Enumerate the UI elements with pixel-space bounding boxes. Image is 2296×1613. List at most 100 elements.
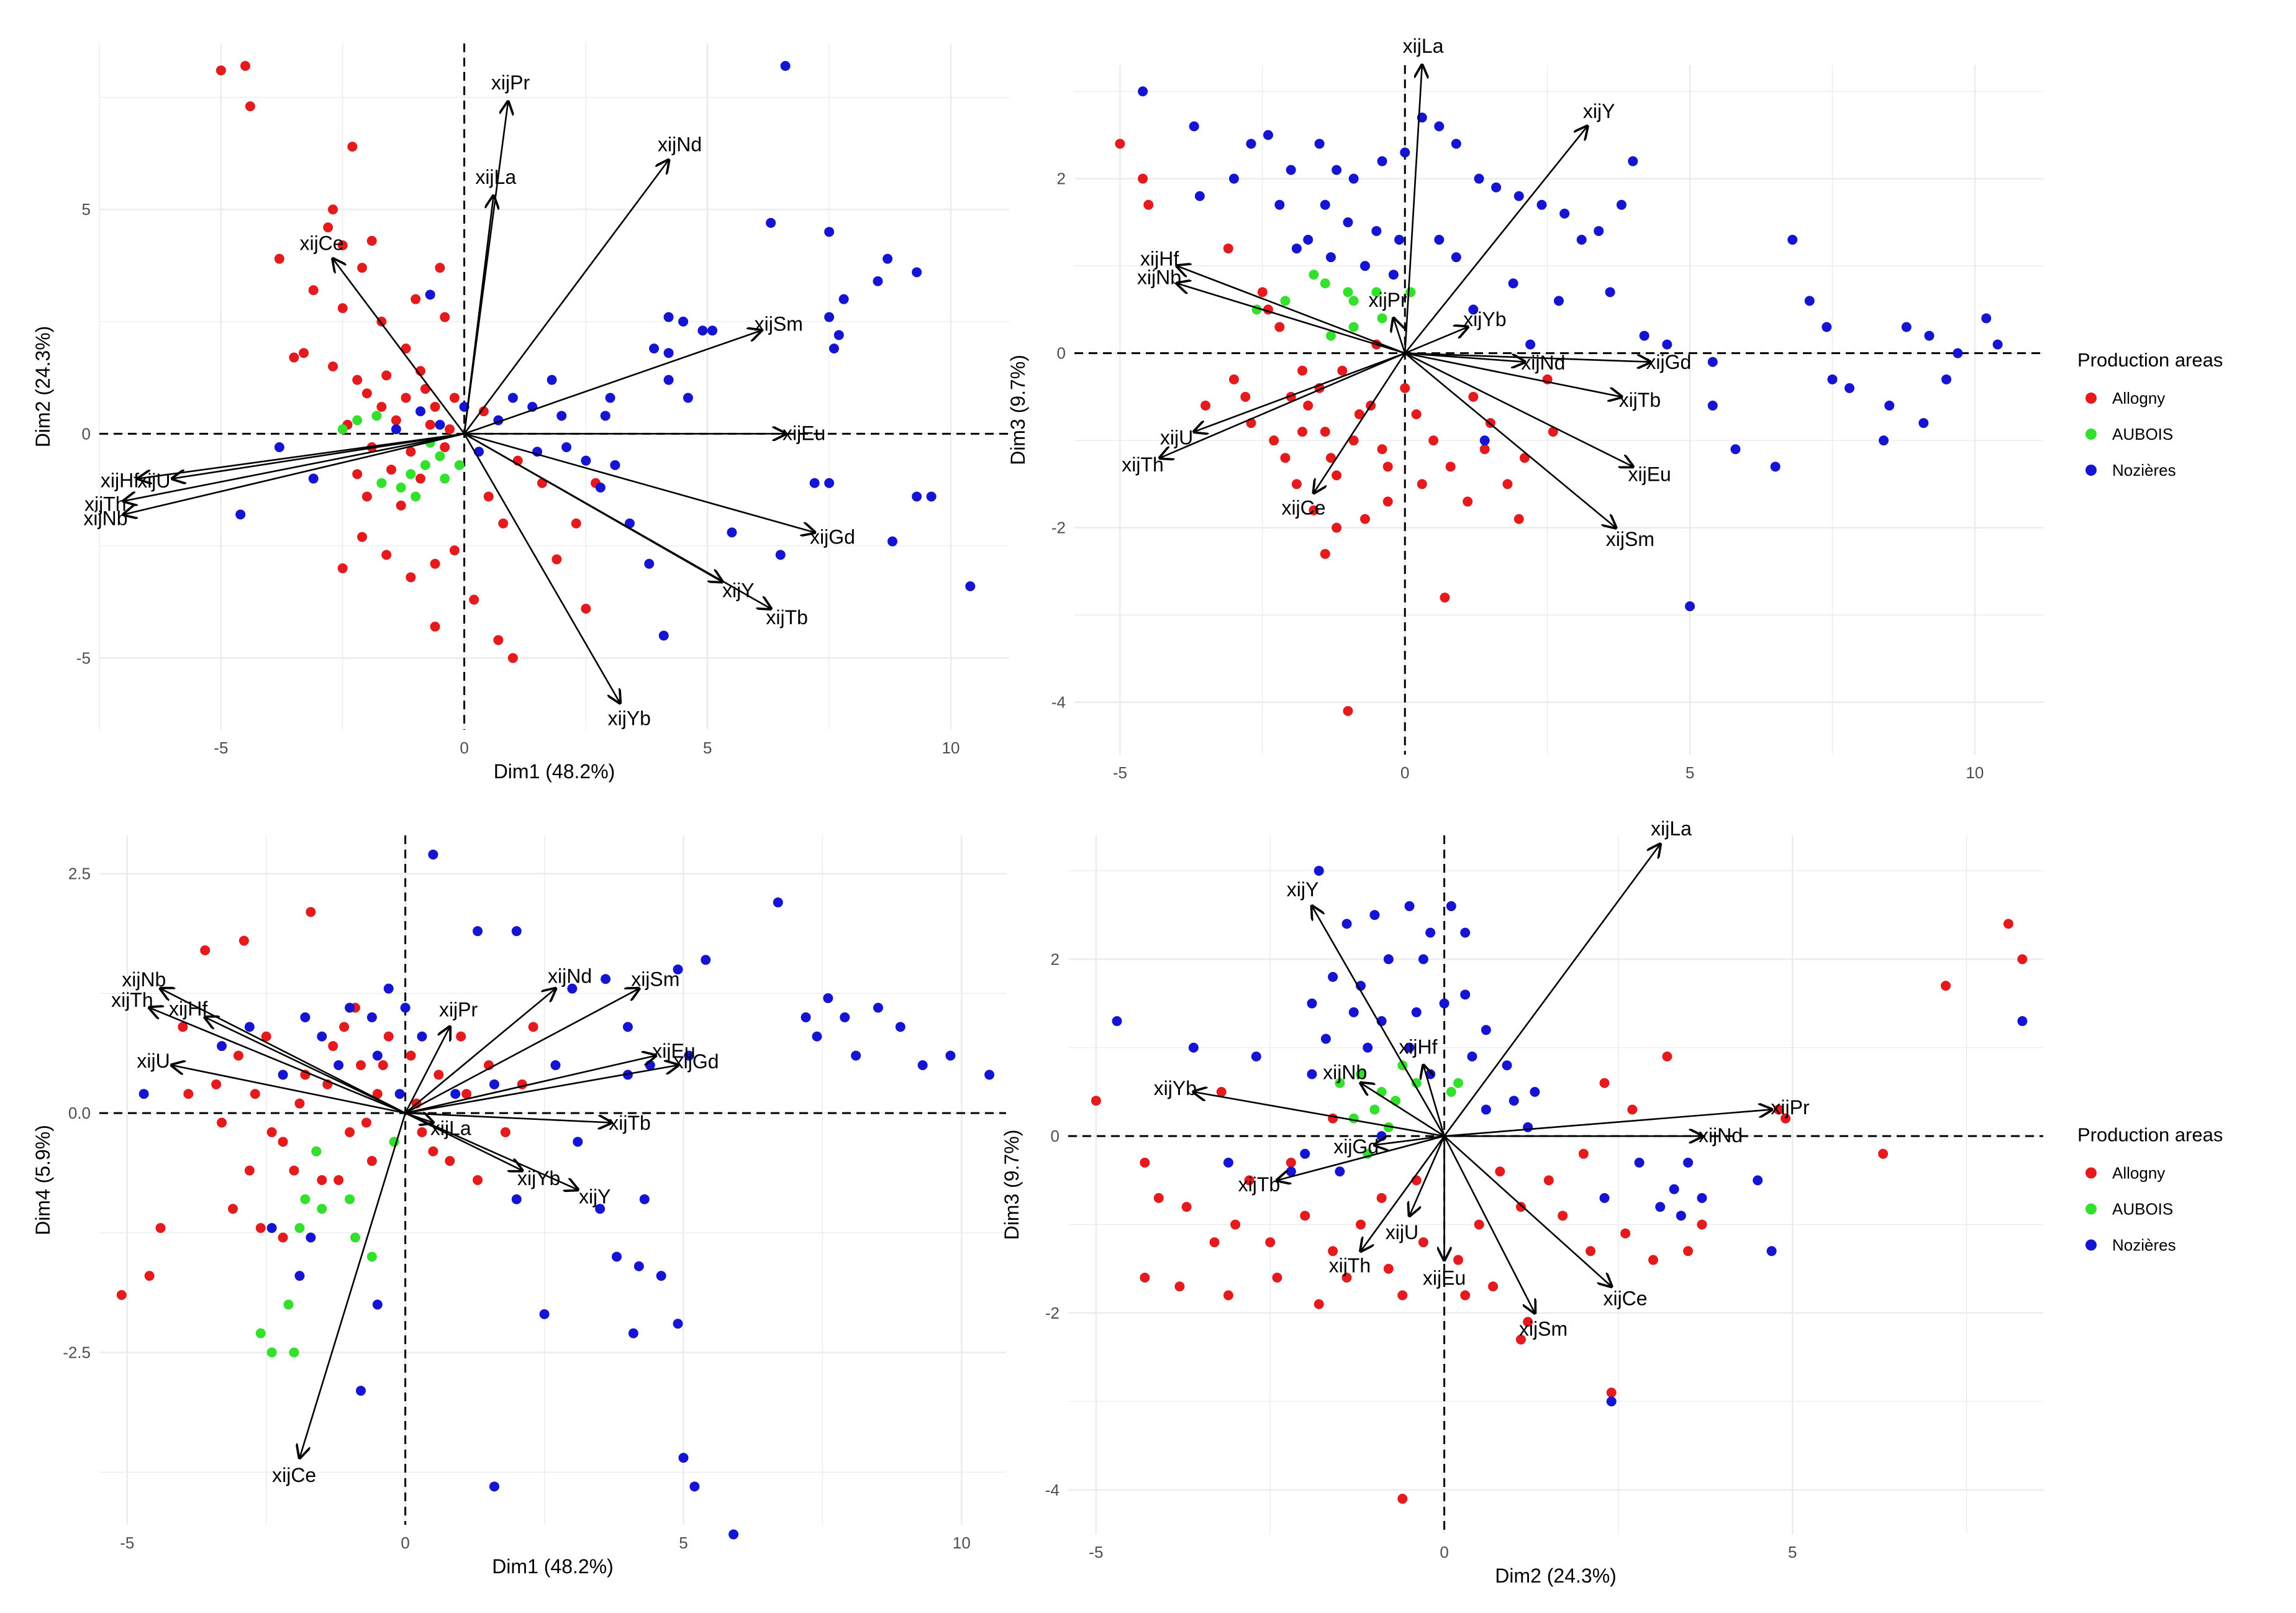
data-point-aubois bbox=[366, 1252, 377, 1262]
data-point-allogny bbox=[386, 465, 397, 475]
loading-arrow bbox=[1443, 1135, 1612, 1286]
loading-arrow bbox=[1361, 1135, 1445, 1251]
data-point-nozieres bbox=[372, 1050, 383, 1061]
y-tick-label: -4 bbox=[1045, 1481, 1060, 1499]
data-point-allogny bbox=[1941, 981, 1951, 991]
data-point-nozieres bbox=[883, 253, 893, 264]
data-point-allogny bbox=[440, 312, 450, 322]
data-point-allogny bbox=[1502, 479, 1513, 489]
data-point-nozieres bbox=[895, 1022, 905, 1032]
data-point-nozieres bbox=[306, 1232, 316, 1243]
data-point-allogny bbox=[1468, 391, 1479, 402]
data-point-nozieres bbox=[1559, 208, 1570, 219]
data-point-nozieres bbox=[1363, 1042, 1373, 1053]
data-point-allogny bbox=[1463, 496, 1473, 507]
data-point-nozieres bbox=[1460, 927, 1471, 938]
data-point-nozieres bbox=[417, 1031, 427, 1042]
data-point-nozieres bbox=[1845, 383, 1854, 393]
data-point-nozieres bbox=[400, 1002, 411, 1013]
data-point-nozieres bbox=[394, 1089, 405, 1099]
loading-label: xijGd bbox=[810, 525, 855, 548]
data-point-nozieres bbox=[1509, 1096, 1519, 1106]
data-point-nozieres bbox=[1446, 901, 1456, 911]
data-point-allogny bbox=[401, 393, 411, 403]
data-point-allogny bbox=[376, 402, 387, 412]
data-point-allogny bbox=[308, 285, 319, 296]
loading-arrow bbox=[1277, 1135, 1445, 1180]
data-point-allogny bbox=[178, 1022, 188, 1032]
data-point-allogny bbox=[406, 1050, 416, 1061]
data-point-allogny bbox=[1495, 1166, 1505, 1177]
data-point-allogny bbox=[581, 604, 591, 614]
x-tick-label: 5 bbox=[679, 1533, 687, 1552]
data-point-allogny bbox=[1418, 1237, 1428, 1248]
data-point-allogny bbox=[1697, 1219, 1707, 1230]
loading-arrow bbox=[1194, 352, 1405, 432]
data-point-nozieres bbox=[1451, 252, 1461, 263]
legend-swatch bbox=[2085, 1203, 2097, 1215]
data-point-nozieres bbox=[1753, 1175, 1763, 1186]
data-point-nozieres bbox=[728, 1529, 739, 1540]
y-tick-label: 5 bbox=[82, 200, 91, 219]
data-point-allogny bbox=[571, 518, 581, 529]
data-point-nozieres bbox=[507, 393, 518, 403]
data-point-allogny bbox=[250, 1089, 260, 1099]
data-point-nozieres bbox=[1325, 252, 1336, 263]
data-point-allogny bbox=[1662, 1052, 1672, 1062]
panel-dim1-dim4: -5 0 5 10 -2.5 0.0 2.5 Dim1 (48.2%) Dim4 (5.9%) x… bbox=[32, 835, 1006, 1578]
loading-label: xijYb bbox=[1463, 308, 1506, 330]
data-point-aubois bbox=[266, 1347, 277, 1358]
data-point-aubois bbox=[435, 451, 445, 461]
data-point-allogny bbox=[425, 419, 435, 430]
data-point-nozieres bbox=[600, 411, 610, 421]
data-point-nozieres bbox=[1303, 235, 1314, 245]
data-point-aubois bbox=[1335, 1078, 1345, 1088]
data-point-allogny bbox=[1216, 1086, 1227, 1097]
x-tick-label: 10 bbox=[1966, 763, 1984, 782]
data-point-nozieres bbox=[1481, 1025, 1491, 1035]
data-point-allogny bbox=[1648, 1255, 1658, 1265]
loading-arrow bbox=[1404, 65, 1422, 353]
data-point-nozieres bbox=[697, 325, 708, 336]
loading-arrow bbox=[463, 160, 669, 435]
loading-label: xijNb bbox=[122, 968, 166, 991]
data-point-allogny bbox=[1397, 1494, 1408, 1504]
loading-arrow bbox=[1443, 1135, 1535, 1313]
y-tick-label: -4 bbox=[1051, 693, 1066, 712]
loading-label: xijY bbox=[1287, 878, 1319, 901]
data-point-nozieres bbox=[673, 964, 683, 975]
loading-label: xijTb bbox=[766, 606, 808, 629]
data-point-allogny bbox=[507, 653, 518, 663]
loading-arrow bbox=[1410, 1135, 1445, 1215]
loading-arrow bbox=[124, 433, 465, 501]
data-point-nozieres bbox=[838, 294, 849, 304]
data-point-allogny bbox=[274, 253, 284, 264]
data-point-nozieres bbox=[1605, 287, 1615, 298]
data-point-nozieres bbox=[851, 1050, 861, 1061]
data-point-nozieres bbox=[1491, 182, 1502, 193]
data-point-allogny bbox=[500, 1127, 510, 1137]
data-point-nozieres bbox=[1468, 304, 1479, 315]
data-point-nozieres bbox=[1606, 1396, 1617, 1407]
loading-arrow bbox=[1404, 352, 1633, 467]
data-point-nozieres bbox=[1508, 278, 1518, 289]
data-point-allogny bbox=[449, 393, 460, 403]
loading-label: xijGd bbox=[1646, 351, 1691, 373]
data-point-aubois bbox=[1325, 330, 1336, 341]
data-point-nozieres bbox=[801, 1012, 811, 1022]
data-point-nozieres bbox=[727, 527, 737, 538]
data-point-nozieres bbox=[1291, 243, 1302, 254]
loading-label: xijLa bbox=[475, 166, 516, 188]
loading-label: xijTb bbox=[1238, 1173, 1281, 1196]
data-point-nozieres bbox=[633, 1261, 644, 1271]
data-point-nozieres bbox=[581, 455, 591, 466]
data-point-nozieres bbox=[684, 1050, 694, 1061]
data-point-allogny bbox=[1320, 548, 1330, 559]
data-point-nozieres bbox=[1223, 1157, 1233, 1168]
data-point-allogny bbox=[1586, 1246, 1596, 1256]
loading-arrow bbox=[1312, 906, 1445, 1137]
data-point-allogny bbox=[473, 1175, 483, 1185]
data-point-nozieres bbox=[1707, 400, 1718, 411]
data-point-allogny bbox=[1200, 400, 1211, 411]
data-point-allogny bbox=[1140, 1157, 1150, 1168]
